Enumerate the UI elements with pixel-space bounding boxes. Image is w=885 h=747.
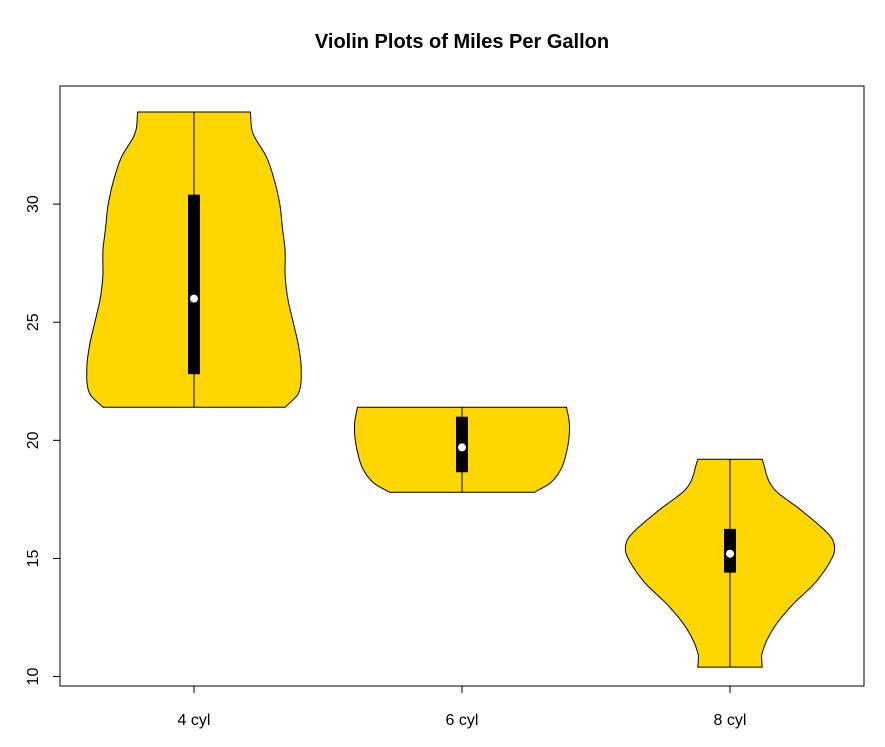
y-axis: 10 15 20 25 30 (25, 195, 60, 685)
x-tick-label: 6 cyl (446, 712, 479, 729)
x-tick-label: 8 cyl (714, 712, 747, 729)
y-tick-label: 10 (25, 668, 42, 686)
violin-2 (354, 406, 570, 493)
y-tick-label: 30 (25, 195, 42, 213)
violin-3 (624, 458, 836, 668)
y-tick-label: 25 (25, 313, 42, 331)
x-tick-label: 4 cyl (178, 712, 211, 729)
chart-title: Violin Plots of Miles Per Gallon (315, 31, 609, 53)
y-tick-label: 20 (25, 431, 42, 449)
x-axis: 4 cyl 6 cyl 8 cyl (178, 686, 747, 729)
violin-median (726, 549, 734, 558)
violin-median (190, 294, 198, 303)
violin-median (458, 443, 466, 452)
violin-1 (86, 111, 302, 408)
y-tick-label: 15 (25, 549, 42, 567)
violin-iqr-box (188, 194, 200, 375)
violins (86, 111, 836, 668)
